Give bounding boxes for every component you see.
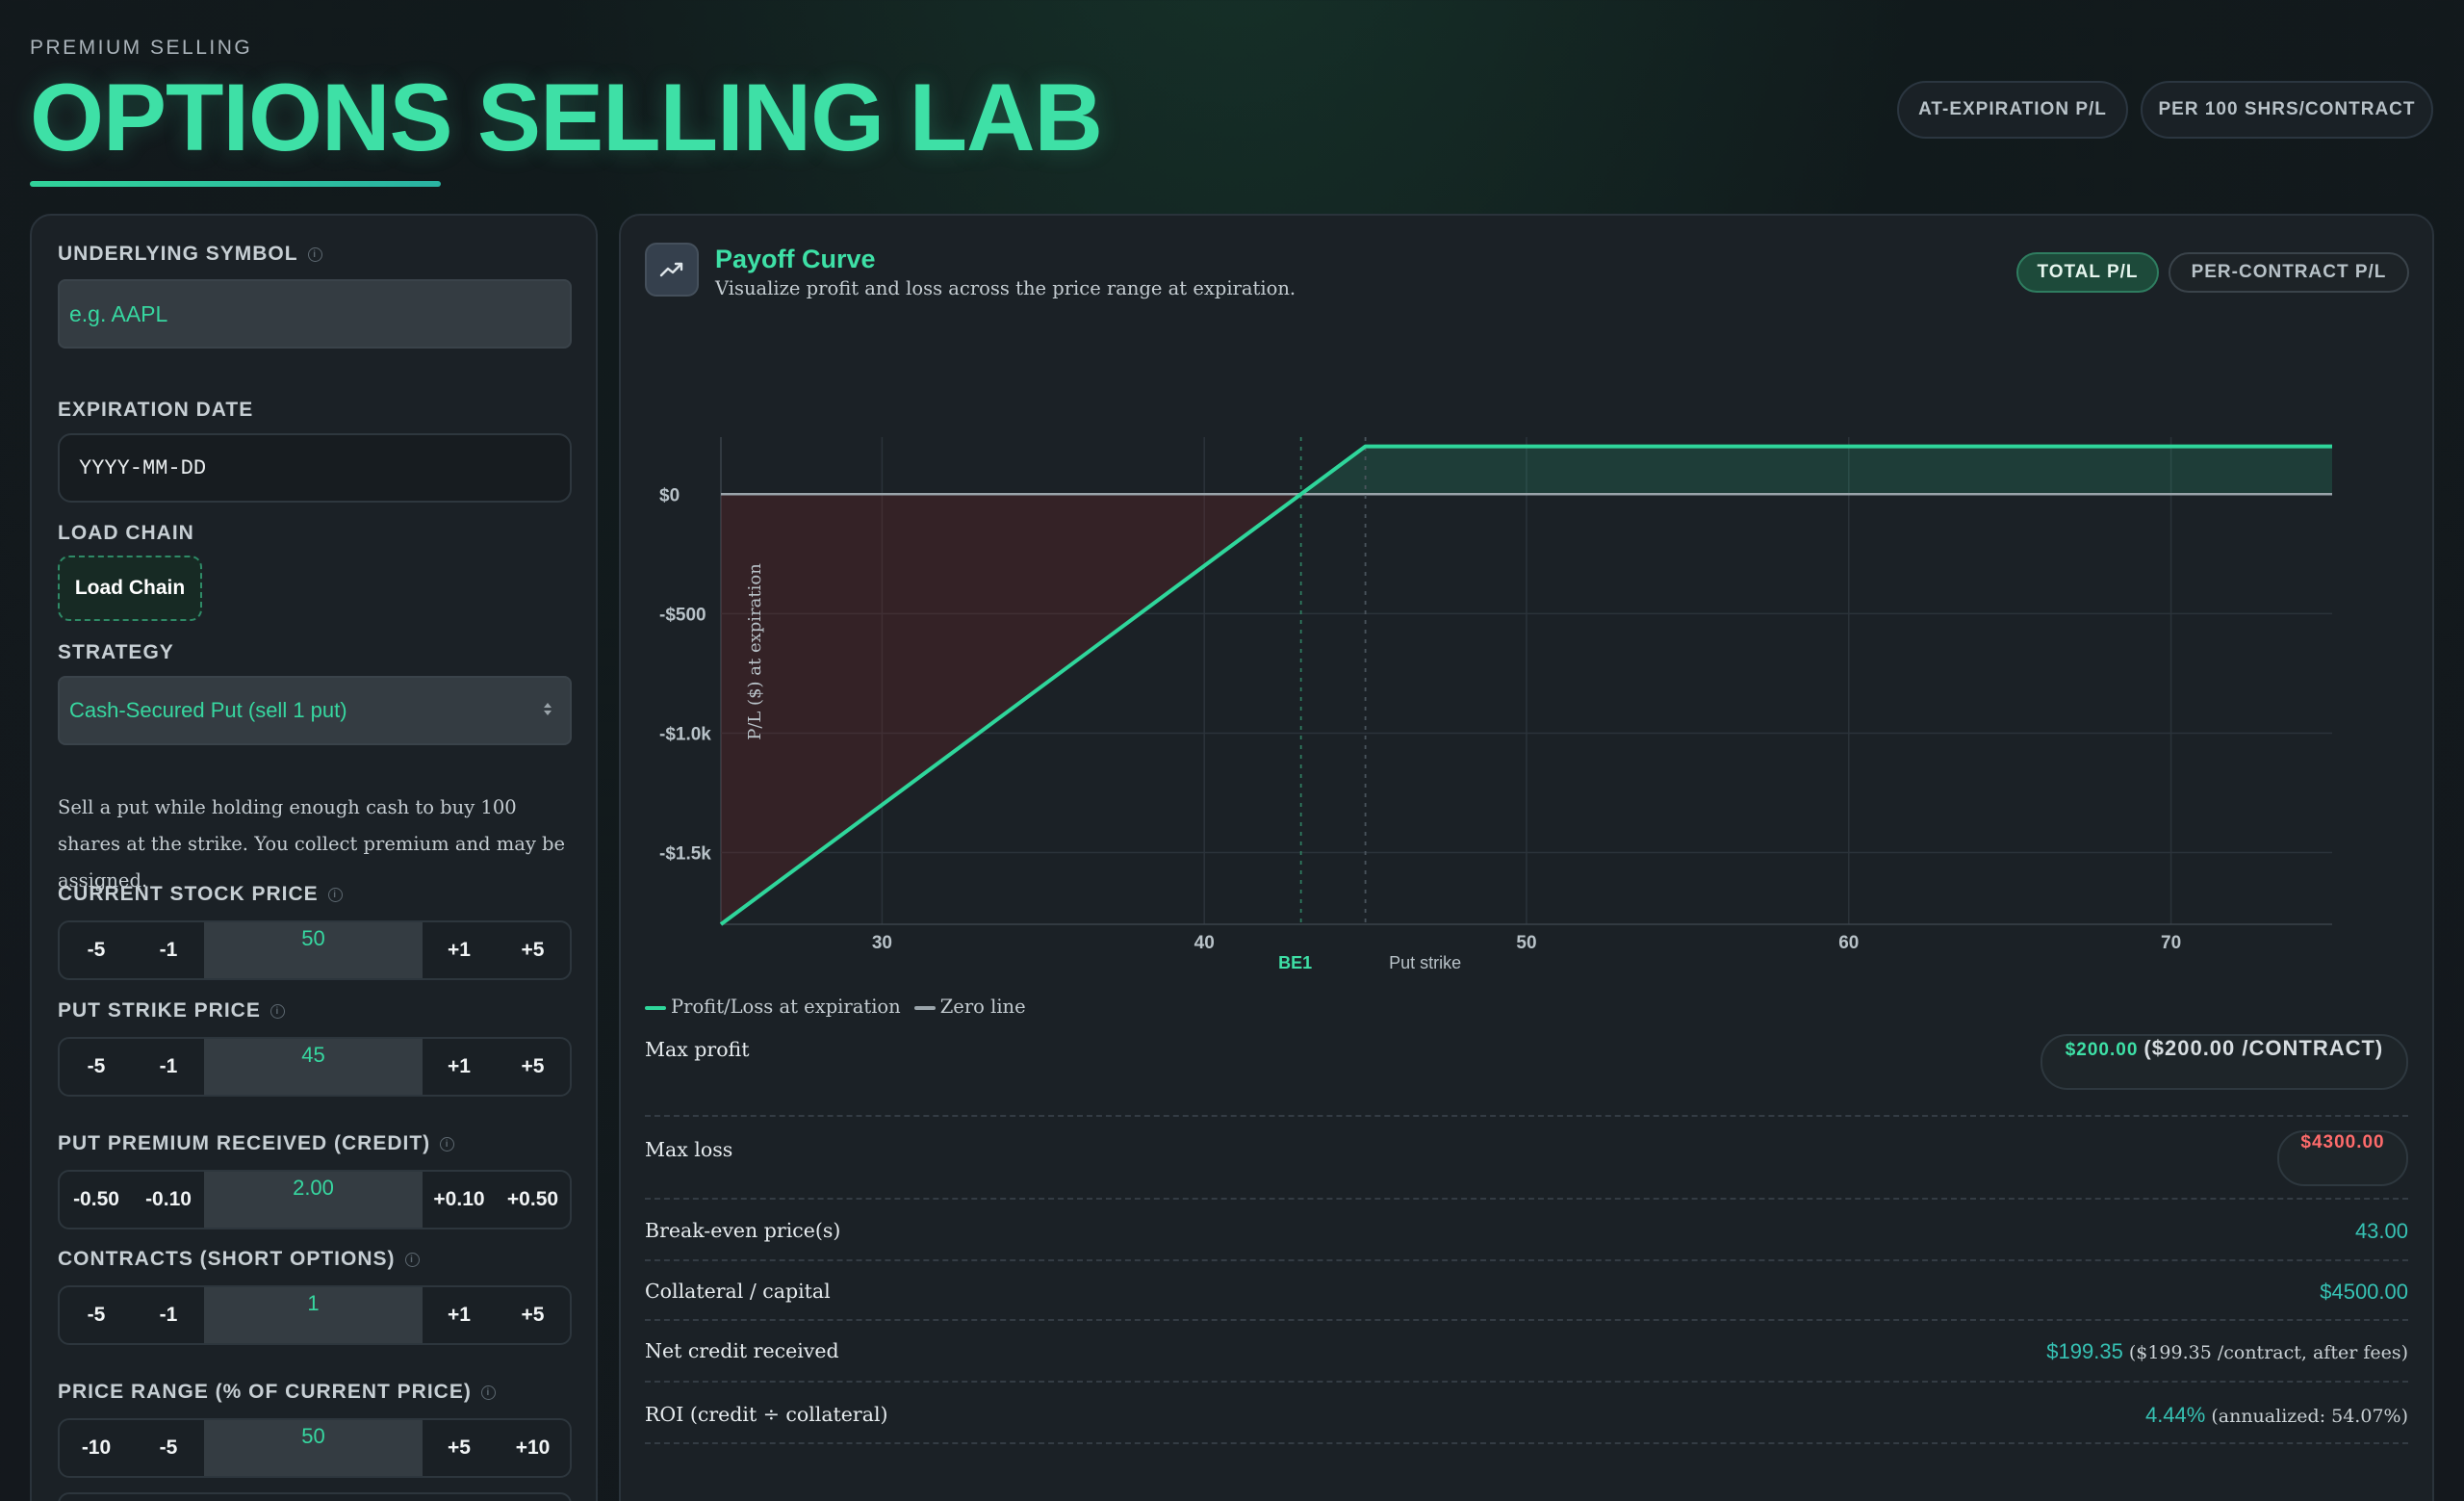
stat-breakeven: Break-even price(s) 43.00 [645, 1200, 2408, 1261]
strategy-description: Sell a put while holding enough cash to … [58, 796, 566, 892]
decrement-large-button[interactable]: -5 [87, 939, 106, 961]
strategy-selected-value: Cash-Secured Put (sell 1 put) [69, 698, 347, 722]
decrement-small-button[interactable]: -1 [159, 1055, 178, 1077]
increment-small-button[interactable]: +1 [448, 1055, 471, 1077]
stock-price-label: CURRENT STOCK PRICE i [58, 883, 343, 906]
decrement-large-button[interactable]: -10 [81, 1436, 112, 1459]
increment-large-button[interactable]: +10 [515, 1436, 551, 1459]
y-axis-title: P/L ($) at expiration [745, 563, 765, 740]
load-chain-button[interactable]: Load Chain [58, 556, 202, 621]
price-range-input[interactable]: 50 [204, 1420, 423, 1476]
max-loss-badge: $4300.00 [2277, 1130, 2408, 1186]
page-title: OPTIONS SELLING LAB [30, 64, 1103, 170]
next-stepper [58, 1492, 572, 1501]
premium-stepper: -0.50 -0.10 2.00 +0.10 +0.50 [58, 1170, 572, 1229]
title-underline [30, 181, 441, 187]
strategy-label: STRATEGY [58, 641, 174, 663]
expiration-input[interactable] [60, 435, 570, 501]
contracts-stepper: -5 -1 1 +1 +5 [58, 1285, 572, 1345]
increment-small-button[interactable]: +5 [448, 1436, 471, 1459]
strike-price-input[interactable]: 45 [204, 1039, 423, 1095]
payoff-chart: BE1 Put strike $0 -$500 -$1.0k -$1.5k 30 40 50 60… [659, 437, 2332, 972]
max-profit-badge: $200.00 ($200.00 /CONTRACT) [2040, 1034, 2408, 1090]
legend-item-pl: Profit/Loss at expiration [645, 996, 901, 1018]
stat-net-credit: Net credit received $199.35 ($199.35 /co… [645, 1321, 2408, 1383]
load-chain-label: LOAD CHAIN [58, 522, 194, 544]
sidebar-panel: UNDERLYING SYMBOL i EXPIRATION DATE LOAD… [30, 214, 598, 1501]
increment-large-button[interactable]: +0.50 [506, 1188, 559, 1210]
symbol-field-wrap [58, 279, 572, 349]
x-tick-label: 50 [1516, 933, 1536, 953]
decrement-large-button[interactable]: -5 [87, 1304, 106, 1326]
stat-max-loss: Max loss $4300.00 [645, 1117, 2408, 1200]
panel-subtitle: Visualize profit and loss across the pri… [715, 277, 1296, 299]
y-tick-label: -$1.5k [659, 844, 711, 865]
strike-price-label: PUT STRIKE PRICE i [58, 999, 285, 1022]
increment-large-button[interactable]: +5 [521, 1304, 545, 1326]
info-icon[interactable]: i [327, 887, 343, 902]
breakeven-marker-label: BE1 [1278, 953, 1312, 972]
premium-label: PUT PREMIUM RECEIVED (CREDIT) i [58, 1132, 455, 1155]
stock-price-input[interactable]: 50 [204, 922, 423, 978]
x-tick-label: 30 [872, 933, 892, 953]
increment-large-button[interactable]: +5 [521, 939, 545, 961]
symbol-label: UNDERLYING SYMBOL i [58, 243, 322, 266]
y-tick-label: -$500 [659, 605, 706, 625]
expiration-label: EXPIRATION DATE [58, 399, 254, 421]
contracts-input[interactable]: 1 [204, 1287, 423, 1343]
increment-small-button[interactable]: +0.10 [433, 1188, 485, 1210]
stock-price-stepper: -5 -1 50 +1 +5 [58, 920, 572, 980]
stat-collateral: Collateral / capital $4500.00 [645, 1261, 2408, 1321]
info-icon[interactable]: i [270, 1003, 285, 1019]
tab-per-contract-pl[interactable]: PER-CONTRACT P/L [2169, 252, 2409, 293]
expiration-field-wrap [58, 433, 572, 503]
y-tick-label: -$1.0k [659, 724, 711, 744]
increment-small-button[interactable]: +1 [448, 939, 471, 961]
strategy-select[interactable]: Cash-Secured Put (sell 1 put) [58, 676, 572, 745]
x-tick-label: 70 [2161, 933, 2181, 953]
contracts-label: CONTRACTS (SHORT OPTIONS) i [58, 1248, 420, 1271]
y-tick-label: $0 [659, 485, 680, 505]
price-range-stepper: -10 -5 50 +5 +10 [58, 1418, 572, 1478]
stat-max-profit: Max profit $200.00 ($200.00 /CONTRACT) [645, 1034, 2408, 1117]
legend-item-zero: Zero line [913, 996, 1026, 1018]
select-arrows-icon [543, 703, 552, 715]
chart-legend: Profit/Loss at expiration Zero line [645, 996, 1026, 1018]
payoff-panel: Payoff Curve Visualize profit and loss a… [619, 214, 2434, 1501]
strike-price-stepper: -5 -1 45 +1 +5 [58, 1037, 572, 1097]
decrement-small-button[interactable]: -5 [159, 1436, 178, 1459]
profit-area [1300, 446, 2332, 495]
decrement-small-button[interactable]: -0.10 [145, 1188, 192, 1210]
x-tick-label: 60 [1838, 933, 1859, 953]
panel-title: Payoff Curve [715, 245, 876, 273]
decrement-large-button[interactable]: -5 [87, 1055, 106, 1077]
trend-chart-icon [645, 243, 699, 297]
info-icon[interactable]: i [404, 1252, 420, 1267]
decrement-large-button[interactable]: -0.50 [73, 1188, 119, 1210]
premium-input[interactable]: 2.00 [204, 1172, 423, 1228]
tab-total-pl[interactable]: TOTAL P/L [2016, 252, 2159, 293]
decrement-small-button[interactable]: -1 [159, 1304, 178, 1326]
increment-small-button[interactable]: +1 [448, 1304, 471, 1326]
info-icon[interactable]: i [480, 1385, 496, 1400]
info-icon[interactable]: i [307, 246, 322, 262]
x-tick-label: 40 [1194, 933, 1215, 953]
per-contract-pill: PER 100 SHRS/CONTRACT [2141, 81, 2433, 139]
pl-series-line [719, 444, 2332, 926]
at-expiration-pill: AT-EXPIRATION P/L [1897, 81, 2128, 139]
info-icon[interactable]: i [440, 1136, 455, 1152]
stat-roi: ROI (credit ÷ collateral) 4.44% (annuali… [645, 1383, 2408, 1444]
eyebrow-label: PREMIUM SELLING [30, 37, 253, 59]
symbol-input[interactable] [60, 281, 570, 347]
put-strike-marker-label: Put strike [1389, 953, 1461, 972]
price-range-label: PRICE RANGE (% OF CURRENT PRICE) i [58, 1381, 496, 1404]
increment-large-button[interactable]: +5 [521, 1055, 545, 1077]
decrement-small-button[interactable]: -1 [159, 939, 178, 961]
